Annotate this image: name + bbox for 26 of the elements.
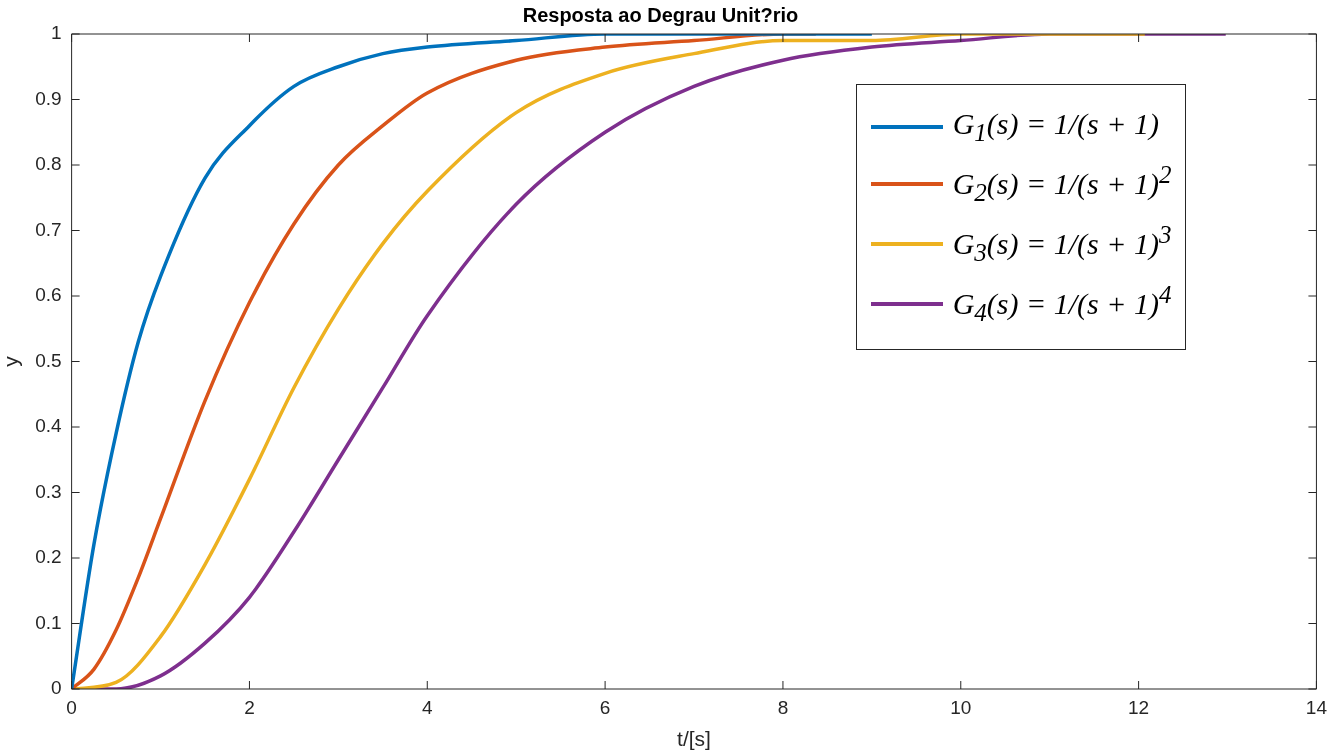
y-axis-title: y xyxy=(0,355,23,367)
y-tick-label: 0.6 xyxy=(35,284,62,306)
y-tick-label: 1 xyxy=(51,22,62,44)
x-tick-label: 4 xyxy=(421,696,433,718)
x-tick-label: 8 xyxy=(777,696,789,718)
legend-label: G$_{2}$(s) = 1/(s + 1)$^{2}$ xyxy=(952,161,1172,207)
chart-title: Resposta ao Degrau Unit?rio xyxy=(522,3,799,26)
y-tick-label: 0.1 xyxy=(35,611,62,633)
x-tick-label: 0 xyxy=(66,696,77,718)
legend-label: G$_{1}$(s) = 1/(s + 1) xyxy=(952,107,1159,147)
y-tick-label: 0.2 xyxy=(35,546,62,568)
x-axis-title: t/[s] xyxy=(677,727,711,751)
legend-label: G$_{3}$(s) = 1/(s + 1)$^{3}$ xyxy=(952,221,1172,267)
y-tick-label: 0.4 xyxy=(35,415,63,437)
x-tick-label: 2 xyxy=(244,696,255,718)
legend-label: G$_{4}$(s) = 1/(s + 1)$^{4}$ xyxy=(952,281,1172,327)
x-tick-label: 6 xyxy=(599,696,611,718)
y-tick-label: 0.8 xyxy=(35,153,62,175)
y-tick-label: 0.5 xyxy=(35,349,62,371)
y-tick-label: 0 xyxy=(51,677,62,699)
y-tick-label: 0.9 xyxy=(35,87,62,109)
x-tick-label: 10 xyxy=(950,696,972,718)
x-tick-label: 14 xyxy=(1305,696,1328,718)
y-tick-label: 0.7 xyxy=(35,218,62,240)
y-tick-label: 0.3 xyxy=(35,480,62,502)
x-tick-label: 12 xyxy=(1128,696,1150,718)
